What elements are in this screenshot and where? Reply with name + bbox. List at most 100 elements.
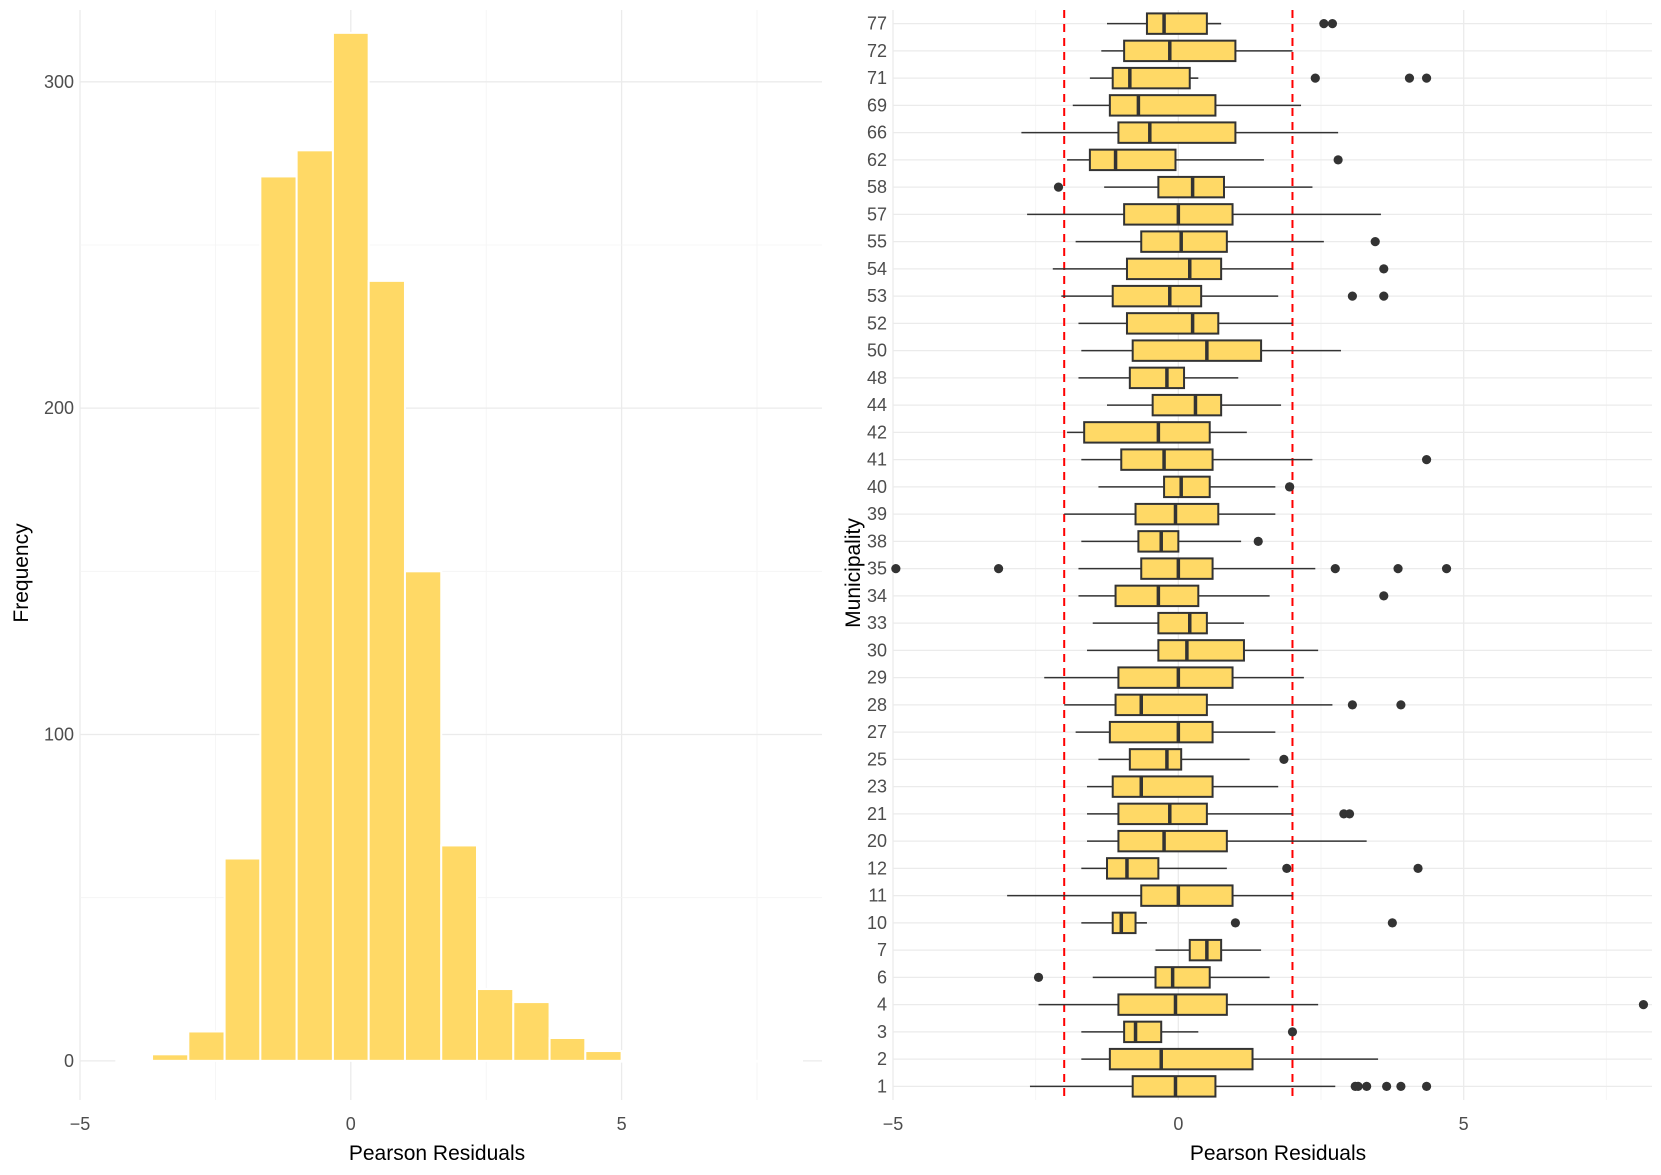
boxplot-outlier	[1230, 918, 1241, 928]
boxplot-box-group	[1067, 148, 1343, 172]
boxplot-box	[1083, 421, 1211, 444]
boxplot-outlier	[1347, 700, 1357, 710]
boxplot-outlier	[1404, 73, 1415, 83]
boxplot-outlier	[1279, 754, 1289, 764]
boxplot-y-tick-label: 41	[867, 450, 887, 470]
boxplot-x-tick-label: −5	[883, 1114, 904, 1134]
boxplot-box-group	[1029, 1075, 1432, 1098]
boxplot-box	[1106, 857, 1160, 880]
boxplot-y-tick-label: 50	[867, 341, 887, 361]
boxplot-y-tick-label: 35	[867, 559, 887, 579]
histogram-bar	[331, 31, 370, 1062]
boxplot-box-group	[1081, 1047, 1379, 1071]
boxplot-box-group	[1081, 530, 1263, 553]
boxplot-box-group	[1007, 884, 1293, 907]
boxplot-box	[1145, 12, 1208, 35]
boxplot-outlier	[1310, 73, 1320, 83]
boxplot-box	[1088, 148, 1177, 172]
boxplot-box-group	[1021, 121, 1339, 144]
histogram-bar	[765, 1059, 803, 1063]
boxplot-outlier	[1379, 264, 1389, 274]
boxplot-box-group	[1092, 611, 1244, 635]
boxplot-y-tick-label: 57	[867, 204, 887, 224]
boxplot-box	[1108, 94, 1217, 117]
boxplot-outlier	[1413, 863, 1423, 873]
boxplot-outlier	[891, 564, 901, 574]
boxplot-box-group	[1064, 693, 1406, 717]
boxplot-outlier	[1379, 291, 1389, 301]
boxplot-outlier	[1053, 182, 1064, 192]
boxplot-outlier	[1382, 1081, 1392, 1091]
boxplot-outlier	[1344, 809, 1355, 819]
boxplot-outlier	[1287, 1027, 1298, 1037]
boxplot-outlier	[1033, 972, 1044, 982]
histogram-y-tick-label: 100	[44, 724, 74, 744]
boxplot-box-group	[1052, 257, 1389, 281]
boxplot-box-group	[1075, 720, 1276, 744]
histogram-bar	[115, 1059, 154, 1063]
histogram-bar	[512, 1001, 551, 1062]
boxplot-outlier	[1421, 1081, 1432, 1091]
boxplot-box	[1111, 66, 1191, 90]
boxplot-outlier	[1362, 1081, 1372, 1091]
boxplot-box	[1163, 475, 1211, 499]
boxplot-y-tick-label: 2	[877, 1049, 887, 1069]
boxplot-y-tick-label: 4	[877, 995, 887, 1015]
histogram-bar	[295, 149, 334, 1062]
boxplot-box-group	[1078, 312, 1293, 335]
boxplot-box-group	[1078, 366, 1239, 390]
boxplot-gridlines	[892, 10, 1652, 1100]
boxplot-box	[1151, 393, 1223, 417]
boxplot-box	[1114, 693, 1208, 717]
boxplot-box	[1117, 666, 1234, 689]
boxplot-box-group	[1033, 966, 1270, 989]
boxplot-outlier	[993, 564, 1004, 574]
boxplot-box-group	[1081, 857, 1423, 880]
boxplot-outlier	[1319, 19, 1329, 29]
boxplot-y-tick-label: 27	[867, 722, 887, 742]
boxplot-box-group	[1072, 94, 1302, 117]
boxplot-box-group	[1075, 230, 1380, 253]
boxplot-outlier	[1396, 700, 1406, 710]
boxplot-box-group	[1061, 284, 1389, 308]
boxplot-x-tick-label: 0	[1173, 1114, 1183, 1134]
boxplot-y-tick-label: 40	[867, 477, 887, 497]
boxplot-box-group	[1087, 639, 1319, 662]
boxplot-y-tick-label: 69	[867, 95, 887, 115]
boxplot-box-group	[1081, 448, 1432, 471]
histogram-x-tick-label: 5	[617, 1114, 627, 1134]
boxplot-box	[1123, 39, 1237, 63]
boxplot-y-tick-label: 52	[867, 313, 887, 333]
boxplot-x-tick-label: 5	[1459, 1114, 1469, 1134]
boxplot-y-tick-label: 55	[867, 232, 887, 252]
histogram-bar	[403, 570, 443, 1062]
boxplot-outlier	[1285, 482, 1295, 492]
boxplot-box-group	[1053, 175, 1313, 199]
boxplot-box-group	[1087, 802, 1355, 826]
boxplot-y-tick-label: 10	[867, 913, 887, 933]
boxplot-y-tick-label: 71	[867, 68, 887, 88]
histogram-x-tick-labels: −5 0 5	[70, 1114, 627, 1134]
boxplot-outlier	[1393, 564, 1403, 574]
boxplot-box-group	[1101, 39, 1293, 63]
boxplot-box-group	[1087, 775, 1279, 798]
histogram-bar	[151, 1053, 190, 1062]
boxplot-y-tick-label: 62	[867, 150, 887, 170]
boxplot-outlier	[1638, 1000, 1649, 1010]
boxplot-outlier	[1333, 155, 1343, 165]
boxplot-y-tick-label: 53	[867, 286, 887, 306]
boxplot-box	[1117, 802, 1208, 826]
histogram-y-tick-labels: 0 100 200 300	[44, 72, 74, 1071]
boxplot-y-tick-label: 29	[867, 668, 887, 688]
boxplot-outlier	[1347, 291, 1357, 301]
histogram-x-tick-label: −5	[70, 1114, 91, 1134]
boxplot-y-tick-label: 11	[868, 886, 887, 906]
histogram-bar	[692, 1059, 731, 1063]
boxplot-y-axis-title: Municipality	[842, 518, 865, 628]
histogram-bar	[440, 844, 478, 1062]
boxplot-outlier	[1353, 1081, 1363, 1091]
boxplot-box	[1157, 639, 1245, 662]
histogram-y-axis-title: Frequency	[10, 523, 33, 623]
histogram-x-axis-title: Pearson Residuals	[349, 1142, 525, 1165]
